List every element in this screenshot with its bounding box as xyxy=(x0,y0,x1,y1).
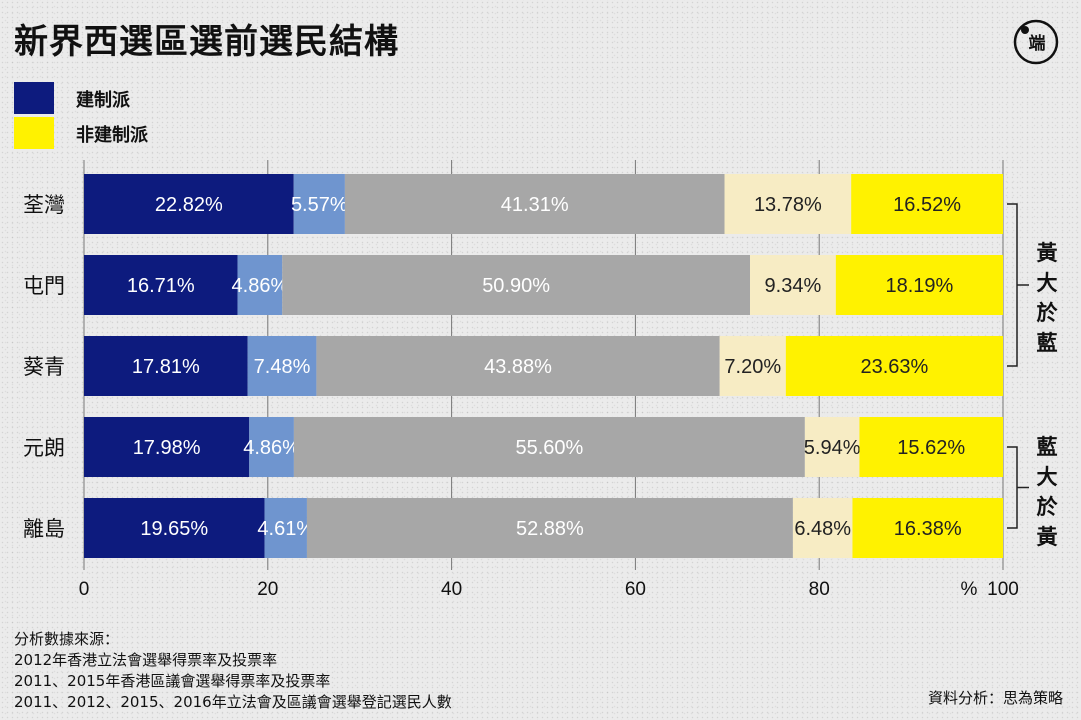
group-brackets xyxy=(1007,203,1029,529)
data-label: 17.81% xyxy=(132,356,200,378)
bar-segment xyxy=(306,498,793,558)
category-label: 葵青 xyxy=(23,355,65,379)
data-label: 6.48% xyxy=(794,518,851,540)
data-label: 22.82% xyxy=(155,194,223,216)
data-label: 16.52% xyxy=(893,194,961,216)
data-label: 7.48% xyxy=(254,356,311,378)
bars: 22.82% 5.57% 41.31% 13.78% 16.52% 16.71% 4.86%… xyxy=(84,174,1003,558)
category-label: 離島 xyxy=(23,517,65,541)
initium-logo-icon: 端 xyxy=(1013,19,1059,65)
bar-segment xyxy=(852,498,1003,558)
analysis-credit: 資料分析：思為策略 xyxy=(927,689,1063,707)
x-tick-label: 60 xyxy=(625,579,646,600)
data-label: 7.20% xyxy=(724,356,781,378)
legend-label: 建制派 xyxy=(76,90,130,111)
bar-segment xyxy=(282,255,750,315)
category-label: 荃灣 xyxy=(23,193,65,217)
data-label: 5.94% xyxy=(804,437,861,459)
data-label: 43.88% xyxy=(484,356,552,378)
bar-segment xyxy=(249,417,294,477)
source-heading: 分析數據來源： xyxy=(14,630,120,648)
bar-segment xyxy=(84,174,294,234)
data-label: 23.63% xyxy=(860,356,928,378)
bar-segment xyxy=(749,255,836,315)
bar-segment xyxy=(792,498,853,558)
bar-segment xyxy=(84,498,265,558)
data-label: 4.86% xyxy=(243,437,300,459)
bar-segment xyxy=(851,174,1003,234)
x-tick-label: 20 xyxy=(257,579,278,600)
data-label: 16.38% xyxy=(894,518,962,540)
svg-text:端: 端 xyxy=(1029,33,1046,54)
legend-swatch xyxy=(14,117,54,149)
source-line: 2012年香港立法會選舉得票率及投票率 xyxy=(14,651,278,669)
category-label: 屯門 xyxy=(23,274,65,298)
bar-segment xyxy=(724,174,852,234)
data-label: 16.71% xyxy=(127,275,195,297)
annotation-yellow-over-blue: 黃大於藍 xyxy=(1036,241,1058,355)
chart-title: 新界西選區選前選民結構 xyxy=(14,22,399,62)
data-label: 9.34% xyxy=(765,275,822,297)
source-line: 2011、2015年香港區議會選舉得票率及投票率 xyxy=(14,672,331,690)
bar-segment xyxy=(859,417,1003,477)
source-notes: 分析數據來源： 2012年香港立法會選舉得票率及投票率 2011、2015年香港… xyxy=(14,629,452,713)
data-label: 15.62% xyxy=(897,437,965,459)
bar-segment xyxy=(237,255,283,315)
legend-swatch xyxy=(14,82,54,114)
x-tick-label: 0 xyxy=(79,579,90,600)
data-label: 17.98% xyxy=(133,437,201,459)
bar-segment xyxy=(293,417,805,477)
bar-segment xyxy=(247,336,317,396)
data-label: 5.57% xyxy=(291,194,348,216)
x-tick-label: 40 xyxy=(441,579,462,600)
data-label: 52.88% xyxy=(516,518,584,540)
data-label: 19.65% xyxy=(140,518,208,540)
annotation-blue-over-yellow: 藍大於黃 xyxy=(1036,435,1058,549)
bar-segment xyxy=(344,174,725,234)
legend-label: 非建制派 xyxy=(76,125,148,146)
bar-segment xyxy=(719,336,786,396)
bar-segment xyxy=(264,498,307,558)
bar-segment xyxy=(804,417,860,477)
x-tick-label: 80 xyxy=(809,579,830,600)
bar-segment xyxy=(293,174,345,234)
x-tick-label: 100 xyxy=(987,579,1019,600)
source-line: 2011、2012、2015、2016年立法會及區議會選舉登記選民人數 xyxy=(14,693,452,711)
bracket xyxy=(1007,446,1018,529)
bar-segment xyxy=(84,336,248,396)
data-label: 18.19% xyxy=(885,275,953,297)
data-label: 13.78% xyxy=(754,194,822,216)
data-label: 41.31% xyxy=(501,194,569,216)
x-unit-label: % xyxy=(961,579,978,600)
bracket xyxy=(1007,203,1018,367)
data-label: 55.60% xyxy=(515,437,583,459)
bar-segment xyxy=(84,417,250,477)
data-label: 4.61% xyxy=(257,518,314,540)
data-label: 50.90% xyxy=(482,275,550,297)
category-label: 元朗 xyxy=(23,436,65,460)
bar-segment xyxy=(84,255,238,315)
bar-segment xyxy=(785,336,1003,396)
bar-segment xyxy=(316,336,720,396)
data-label: 4.86% xyxy=(232,275,289,297)
bar-segment xyxy=(835,255,1003,315)
